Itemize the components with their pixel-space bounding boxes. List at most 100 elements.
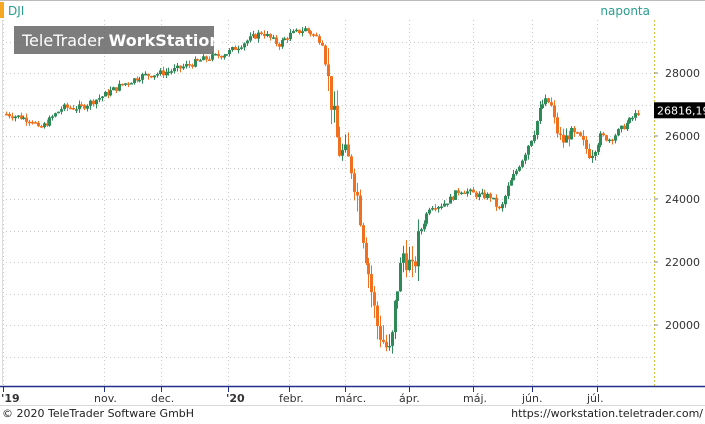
candle-up [527, 145, 530, 155]
candle-up [333, 105, 336, 110]
candle-down [121, 83, 124, 86]
candle-up [428, 209, 431, 214]
candle-up [486, 193, 489, 199]
candle-up [292, 31, 295, 33]
candle-up [466, 191, 469, 194]
candle-up [63, 104, 66, 110]
candle-up [159, 70, 162, 75]
candle-up [631, 117, 634, 120]
axis-labels: 20000 22000 24000 26000 28000 '19 nov. dec. '20 f… [1, 67, 705, 405]
candle-down [475, 192, 478, 198]
candle-up [417, 231, 420, 267]
candle-up [460, 192, 463, 195]
candle-down [498, 206, 501, 209]
candle-up [402, 253, 405, 263]
candle-down [147, 73, 150, 76]
candle-down [31, 121, 34, 124]
candle-down [107, 91, 110, 96]
candle-down [347, 144, 350, 157]
candle-up [22, 117, 25, 120]
candle-up [446, 203, 449, 206]
candle-up [599, 133, 602, 146]
candle-down [66, 104, 69, 108]
candle-up [266, 33, 269, 37]
candle-up [608, 139, 611, 142]
candle-down [234, 47, 237, 50]
x-tick-label: '19 [1, 392, 20, 405]
candle-up [478, 193, 481, 198]
candle-down [34, 122, 37, 124]
candle-up [591, 155, 594, 159]
candle-down [353, 173, 356, 192]
candle-up [167, 71, 170, 74]
candle-up [75, 109, 78, 111]
candle-down [553, 105, 556, 118]
footer-divider [0, 405, 705, 406]
candle-down [582, 135, 585, 140]
candle-down [602, 133, 605, 136]
candle-down [379, 326, 382, 340]
candle-up [60, 109, 63, 112]
candle-up [214, 53, 217, 56]
x-tick-label: júl. [586, 392, 604, 405]
candle-down [25, 117, 28, 122]
chart-header: DJI naponta TeleTrader WorkStation [0, 2, 650, 54]
source-url-link[interactable]: https://workstation.teletrader.com/ [511, 407, 703, 420]
candle-up [211, 54, 214, 60]
chart-frame [0, 0, 705, 388]
candle-up [408, 259, 411, 271]
candle-up [57, 111, 60, 114]
candle-up [301, 31, 304, 34]
candle-up [440, 206, 443, 208]
candle-up [594, 151, 597, 156]
watermark-box [14, 26, 214, 54]
candle-up [199, 60, 202, 62]
candle-up [420, 229, 423, 232]
candle-down [411, 259, 414, 262]
candle-up [89, 100, 92, 106]
watermark-text: TeleTrader WorkStation [21, 31, 221, 50]
candle-up [101, 96, 104, 99]
candle-down [286, 38, 289, 40]
candle-down [457, 190, 460, 193]
x-tick-label: '20 [226, 392, 245, 405]
candle-down [196, 59, 199, 61]
candle-up [396, 291, 399, 301]
candle-up [104, 91, 107, 97]
candle-up [626, 122, 629, 130]
candle-down [556, 117, 559, 134]
candle-down [463, 192, 466, 195]
candle-down [263, 34, 266, 37]
candle-up [86, 105, 89, 109]
y-tick-label: 22000 [665, 256, 700, 269]
candle-down [220, 55, 223, 58]
candle-up [141, 74, 144, 80]
candle-down [324, 45, 327, 65]
candle-up [304, 28, 307, 32]
candle-down [11, 116, 14, 119]
candle-up [492, 197, 495, 200]
candle-down [217, 53, 220, 56]
candle-down [376, 305, 379, 327]
y-tick-label: 24000 [665, 193, 700, 206]
candle-down [611, 139, 614, 142]
candle-up [133, 78, 136, 84]
candle-up [388, 345, 391, 348]
candle-up [109, 90, 112, 96]
candle-down [623, 125, 626, 130]
candle-up [544, 98, 547, 105]
candle-down [327, 64, 330, 77]
symbol-label: DJI [8, 4, 24, 18]
candle-up [257, 32, 260, 39]
candle-down [127, 83, 130, 85]
candle-up [182, 66, 185, 69]
candle-down [46, 123, 49, 126]
candle-down [269, 33, 272, 38]
candle-down [483, 192, 486, 199]
candle-up [185, 64, 188, 67]
current-price-box [654, 102, 705, 119]
candle-down [275, 37, 278, 44]
candle-up [43, 123, 46, 128]
candle-down [162, 70, 165, 76]
candle-down [568, 135, 571, 140]
